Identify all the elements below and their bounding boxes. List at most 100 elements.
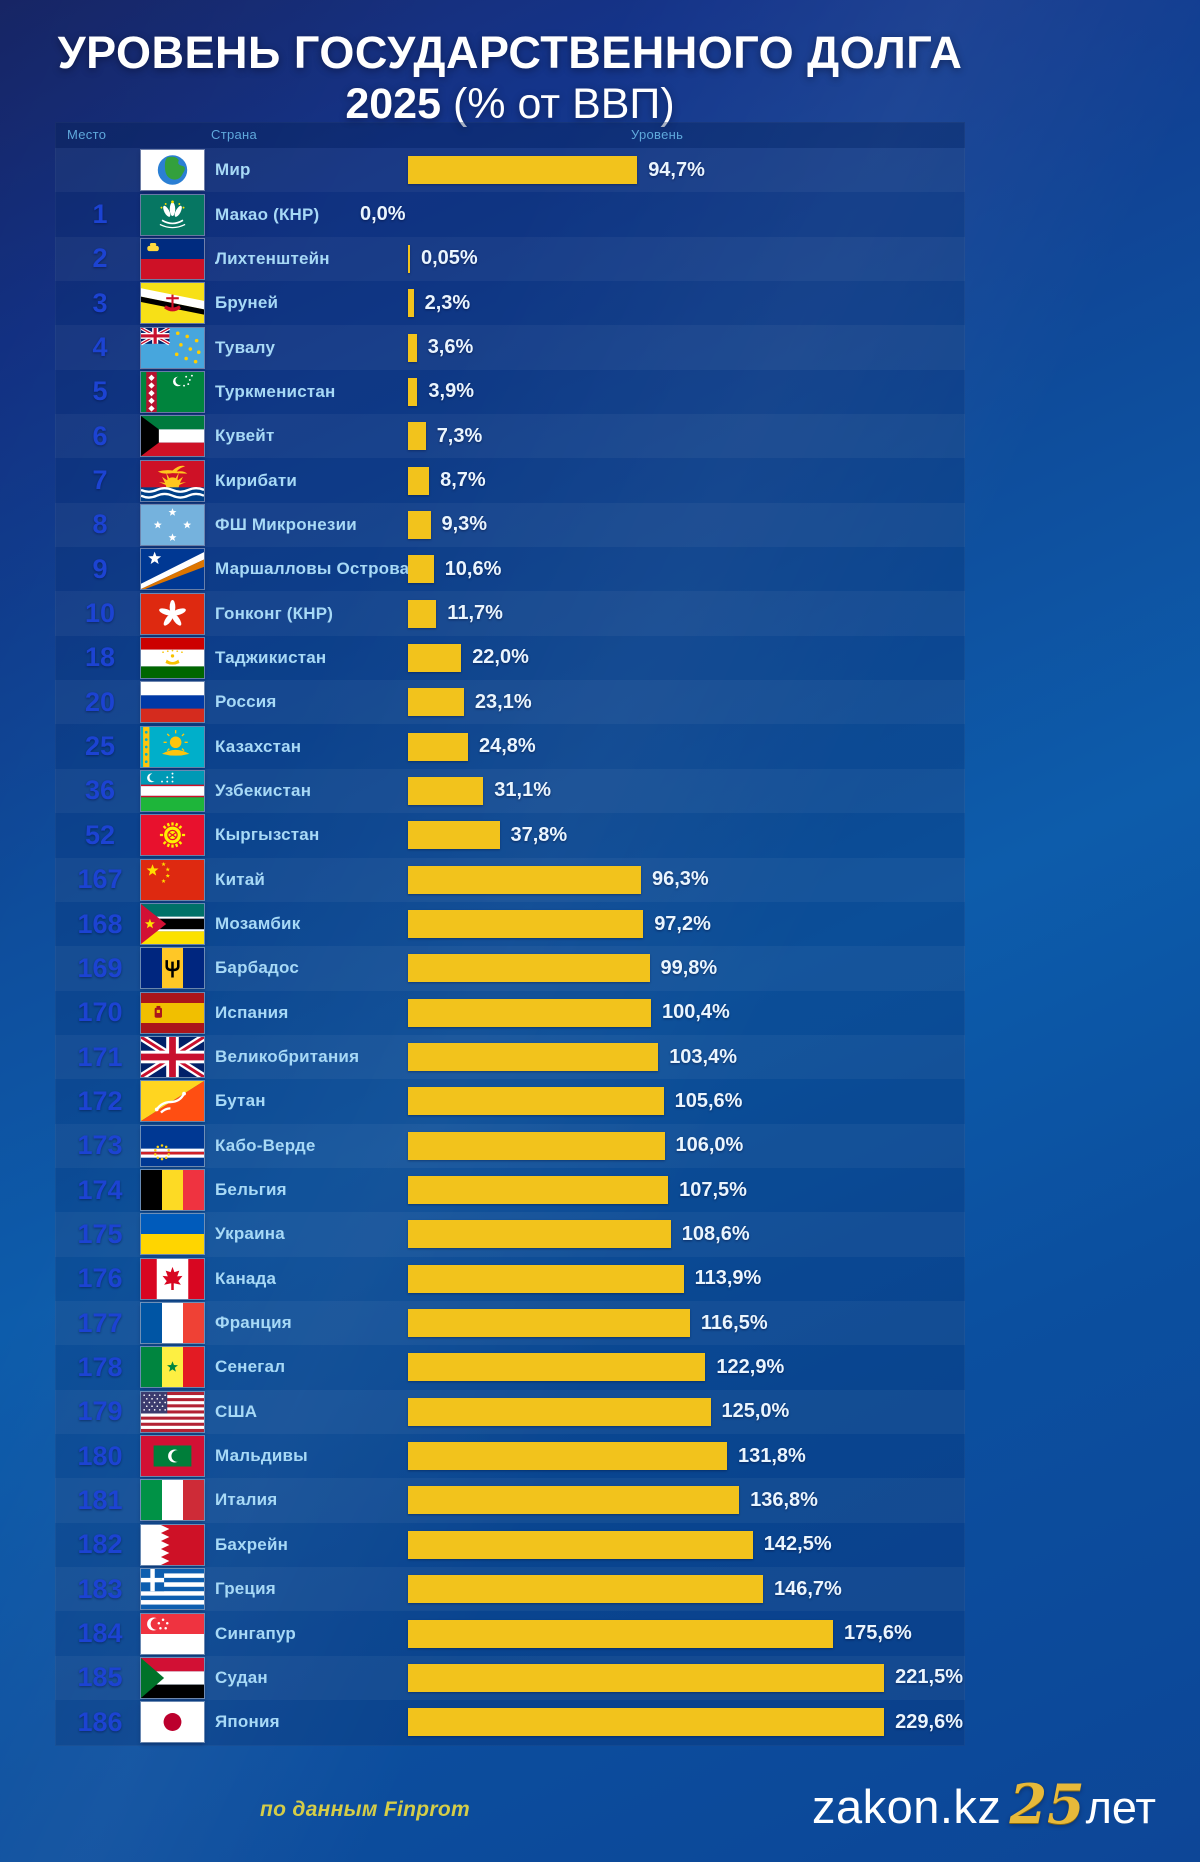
debt-value-label: 11,7% — [447, 602, 503, 625]
country-name: Кабо-Верде — [215, 1135, 316, 1155]
country-name: Греция — [215, 1579, 276, 1599]
debt-value-label: 116,5% — [700, 1311, 768, 1334]
country-flag-icon — [141, 859, 204, 900]
country-flag-icon — [141, 815, 204, 856]
debt-value-label: 136,8% — [750, 1488, 818, 1511]
rank-number: 174 — [77, 1174, 123, 1205]
debt-value-label: 100,4% — [662, 1001, 730, 1024]
debt-bar — [408, 1575, 763, 1604]
debt-bar — [408, 1353, 706, 1382]
bhutan-flag-icon — [141, 1081, 204, 1122]
bar-track: 3,6% — [408, 325, 963, 369]
rank-number: 6 — [92, 420, 108, 451]
bar-track: 23,1% — [408, 680, 963, 724]
country-flag-icon — [141, 283, 204, 324]
table-row: 169 Барбадос 99,8% — [55, 946, 965, 991]
debt-bar — [408, 555, 434, 584]
france-flag-icon — [141, 1303, 204, 1344]
country-name: Испания — [215, 1002, 289, 1022]
debt-value-label: 3,9% — [428, 380, 474, 403]
country-flag-icon — [141, 1037, 204, 1078]
sudan-flag-icon — [141, 1657, 204, 1698]
country-flag-icon — [141, 1081, 204, 1122]
country-name: Франция — [215, 1313, 292, 1333]
country-name: Гонконг (КНР) — [215, 603, 334, 623]
country-flag-icon — [141, 327, 204, 368]
table-row: 184 Сингапур 175,6% — [55, 1611, 965, 1655]
table-row: 176 Канада 113,9% — [55, 1257, 965, 1301]
debt-value-label: 146,7% — [774, 1577, 842, 1600]
bar-track: 11,7% — [408, 591, 963, 635]
rank-number: 176 — [77, 1263, 123, 1294]
kazakhstan-flag-icon — [141, 726, 204, 767]
rank-number: 177 — [77, 1307, 123, 1338]
russia-flag-icon — [141, 682, 204, 723]
debt-bar — [408, 1043, 659, 1072]
table-row: 181 Италия 136,8% — [55, 1478, 965, 1523]
column-header-country: Страна — [211, 127, 258, 142]
debt-value-label: 96,3% — [652, 868, 709, 891]
bar-track: 7,3% — [408, 414, 963, 458]
country-flag-icon — [141, 1436, 204, 1477]
bar-track: 22,0% — [408, 636, 963, 680]
table-row: 10 Гонконг (КНР) 11,7% — [55, 591, 965, 636]
bar-track: 10,6% — [408, 547, 963, 591]
country-flag-icon — [141, 726, 204, 767]
rank-number: 1 — [92, 199, 108, 230]
bar-track: 105,6% — [408, 1079, 963, 1123]
bar-track: 31,1% — [408, 769, 963, 813]
anniversary-number: 25 — [1009, 1772, 1085, 1836]
country-flag-icon — [141, 504, 204, 545]
country-flag-icon — [141, 1214, 204, 1255]
debt-bar — [408, 377, 418, 406]
debt-bar — [408, 510, 431, 539]
table-row: 25 Казахстан 24,8% — [55, 724, 965, 768]
country-name: Узбекистан — [215, 780, 312, 800]
rank-number: 175 — [77, 1218, 123, 1249]
bar-track: 37,8% — [408, 813, 963, 857]
debt-bar — [408, 1309, 690, 1338]
debt-value-label: 7,3% — [436, 424, 483, 447]
bar-track: 136,8% — [408, 1478, 963, 1522]
capeverde-flag-icon — [141, 1125, 204, 1166]
rank-number: 180 — [77, 1440, 123, 1471]
rank-number: 52 — [84, 819, 116, 850]
country-name: Судан — [215, 1667, 268, 1687]
rank-number: 20 — [84, 686, 116, 717]
debt-value-label: 106,0% — [675, 1134, 744, 1157]
turkmenistan-flag-icon — [141, 371, 204, 412]
country-name: Туркменистан — [215, 381, 336, 401]
debt-value-label: 175,6% — [844, 1622, 912, 1645]
bar-track: 24,8% — [408, 724, 963, 768]
mozambique-flag-icon — [141, 904, 204, 945]
table-row: 8 ФШ Микронезии 9,3% — [55, 502, 965, 548]
table-row: 20 Россия 23,1% — [55, 680, 965, 725]
table-row: 9 Маршалловы Острова 10,6% — [55, 547, 965, 591]
table-row: 177 Франция 116,5% — [55, 1300, 965, 1346]
table-row: 182 Бахрейн 142,5% — [55, 1523, 965, 1567]
rank-number: 186 — [77, 1706, 123, 1737]
table-row: 172 Бутан 105,6% — [55, 1079, 965, 1123]
rank-number: 25 — [84, 731, 116, 762]
liechtenstein-flag-icon — [141, 238, 204, 279]
debt-value-label: 108,6% — [681, 1222, 750, 1245]
rank-number — [55, 148, 145, 192]
japan-flag-icon — [141, 1702, 204, 1743]
country-name: Казахстан — [215, 736, 302, 756]
italy-flag-icon — [141, 1480, 204, 1521]
bar-track: 113,9% — [408, 1257, 963, 1301]
debt-bar — [408, 821, 500, 850]
bar-track: 99,8% — [408, 946, 963, 990]
rank-number: 36 — [84, 775, 116, 806]
country-flag-icon — [141, 371, 204, 412]
debt-value-label: 221,5% — [895, 1666, 963, 1689]
table-row: 52 Кыргызстан 37,8% — [55, 813, 965, 857]
uk-flag-icon — [141, 1037, 204, 1078]
rank-number: 7 — [92, 465, 108, 496]
debt-value-label: 125,0% — [721, 1400, 790, 1423]
bar-track: 142,5% — [408, 1523, 963, 1567]
debt-bar — [408, 643, 462, 672]
country-flag-icon — [141, 992, 204, 1033]
bar-track: 125,0% — [408, 1390, 963, 1434]
bar-track: 122,9% — [408, 1345, 963, 1389]
